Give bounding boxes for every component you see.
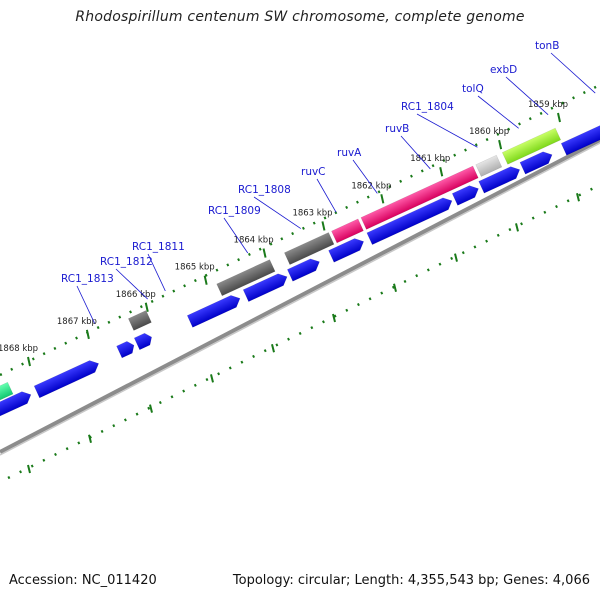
ruler-major-tick [262,248,267,258]
accession-label: Accession: NC_011420 [9,573,157,588]
ruvB-feature[interactable] [360,165,479,230]
svg-text:tonB: tonB [535,40,559,52]
genome-backbone [0,138,600,454]
inner-major-tick [454,253,458,262]
map-title: Rhodospirillum centenum SW chromosome, c… [75,9,525,25]
inner-major-tick [393,283,397,293]
svg-text:ruvC: ruvC [301,166,326,178]
svg-text:RC1_1811: RC1_1811 [132,241,185,253]
svg-text:ruvA: ruvA [337,147,362,159]
gene-label-RC1_1808[interactable]: RC1_1808 [238,184,302,229]
gene-label-exbD[interactable]: exbD [490,64,549,116]
gene-label-tonB[interactable]: tonB [535,40,596,94]
inner-major-tick [332,313,336,323]
ruler-major-tick [321,221,326,231]
cds-feature[interactable] [366,195,455,245]
ruler-major-tick [557,112,561,123]
svg-text:exbD: exbD [490,64,517,76]
other-feature[interactable] [0,381,14,411]
gene-label-RC1_1812[interactable]: RC1_1812 [100,256,153,300]
gene-label-RC1_1811[interactable]: RC1_1811 [132,241,185,292]
outer-major-ticks [27,112,561,367]
inner-major-tick [27,464,31,474]
svg-text:RC1_1804: RC1_1804 [401,101,454,113]
ruler-label: 1859 kbp [528,100,568,110]
svg-text:RC1_1808: RC1_1808 [238,184,291,196]
gene-label-tolQ[interactable]: tolQ [462,83,519,129]
inner-major-tick [88,434,92,444]
inner-major-tick [576,192,580,202]
ruler-label: 1868 kbp [0,344,38,354]
gene-label-ruvB[interactable]: ruvB [385,123,431,170]
cds-feature[interactable] [133,331,154,351]
ruler-major-tick [380,194,385,204]
inner-major-tick [515,223,519,232]
ruler-label: 1864 kbp [234,236,274,246]
svg-text:tolQ: tolQ [462,83,484,95]
ruler-label: 1863 kbp [292,208,332,218]
svg-text:RC1_1813: RC1_1813 [61,273,114,285]
ruler-major-tick [439,167,444,177]
genome-backbone-shadow [0,142,600,456]
svg-text:RC1_1812: RC1_1812 [100,256,153,268]
RC1_1809-feature[interactable] [216,259,276,297]
RC1_1811-feature[interactable] [128,310,152,331]
gene-label-RC1_1813[interactable]: RC1_1813 [61,273,114,324]
ruler-label: 1865 kbp [175,263,215,273]
ruler-label: 1862 kbp [351,181,391,191]
svg-text:RC1_1809: RC1_1809 [208,205,261,217]
cds-feature[interactable] [116,339,137,359]
svg-text:ruvB: ruvB [385,123,409,135]
ruler-labels: 1859 kbp 1860 kbp 1861 kbp 1862 kbp 1863 kbp… [0,100,568,354]
feature-track[interactable] [0,124,600,445]
ruler-major-tick [498,139,503,150]
exbD-feature[interactable] [501,127,562,165]
cds-feature[interactable] [0,389,34,430]
inner-major-ticks [27,192,580,474]
cds-feature[interactable] [451,183,481,206]
ruler-major-tick [144,302,149,312]
gene-label-ruvC[interactable]: ruvC [301,166,337,213]
ruler-major-tick [203,275,208,285]
cds-feature[interactable] [287,256,322,282]
ruler-label: 1861 kbp [410,154,450,164]
genome-summary: Topology: circular; Length: 4,355,543 bp… [232,573,590,588]
cds-feature[interactable] [242,271,290,302]
inner-major-tick [210,374,214,383]
cds-feature[interactable] [560,124,600,156]
RC1_1808-feature[interactable] [284,232,335,265]
ruvA-feature[interactable] [331,218,364,244]
cds-feature[interactable] [33,358,101,399]
ruler-major-tick [27,356,31,367]
ruler-major-tick [85,329,90,340]
gene-label-RC1_1809[interactable]: RC1_1809 [208,205,261,254]
cds-feature[interactable] [519,149,555,175]
tolQ-feature[interactable] [475,154,503,177]
inner-major-tick [271,343,275,353]
gene-labels[interactable]: tonB exbD tolQ RC1_1804 ruvB ruvA ruvC RC1_1808… [61,40,596,324]
gene-label-RC1_1804[interactable]: RC1_1804 [401,101,478,148]
cds-feature[interactable] [186,292,242,328]
ruler-label: 1860 kbp [469,127,509,137]
cds-feature[interactable] [328,236,367,263]
ruler-label: 1866 kbp [116,290,156,300]
inner-major-tick [149,404,153,413]
cds-feature[interactable] [478,164,523,194]
gene-label-ruvA[interactable]: ruvA [337,147,378,194]
ruler-label: 1867 kbp [57,317,97,327]
